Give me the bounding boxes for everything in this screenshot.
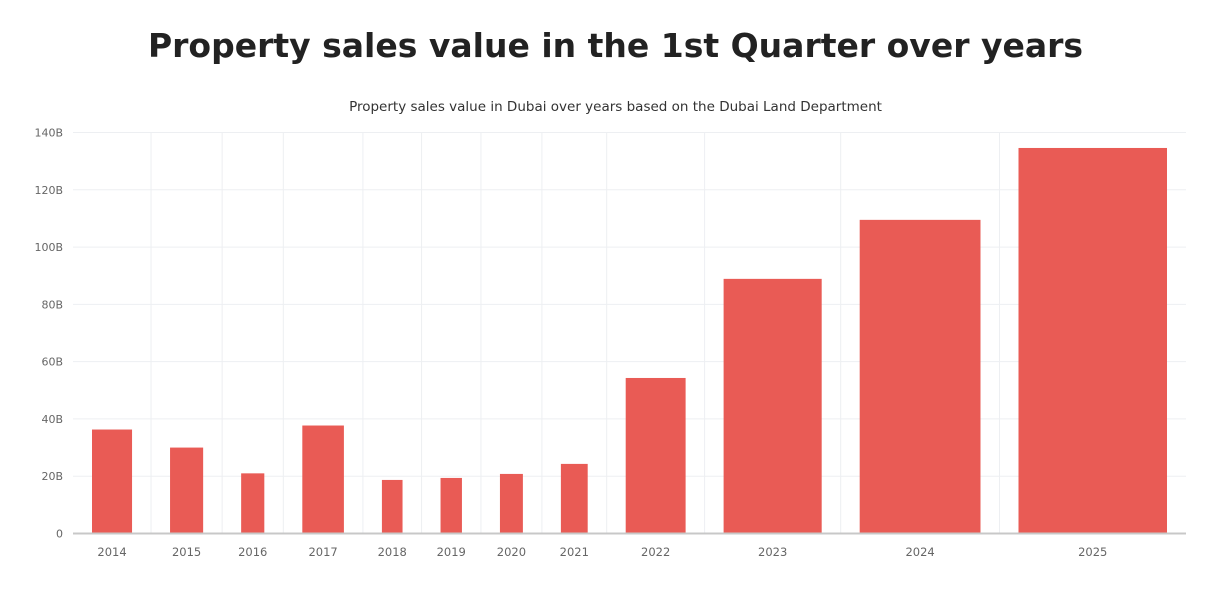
bar-2017[interactable] [302, 425, 344, 534]
axes: 0 20B 40B 60B 80B 100B 120B 140B 2014 2015 2016 201… [34, 127, 1186, 559]
bar-2021[interactable] [560, 463, 588, 534]
x-tick-label: 2020 [497, 545, 526, 559]
bar-2014[interactable] [92, 429, 133, 534]
bar-2022[interactable] [625, 377, 686, 534]
y-tick-label: 140B [34, 127, 63, 140]
x-tick-label: 2022 [641, 545, 670, 559]
x-tick-label: 2021 [560, 545, 589, 559]
x-tick-label: 2015 [172, 545, 201, 559]
bars [92, 147, 1167, 534]
y-tick-label: 0 [56, 528, 63, 541]
y-tick-label: 80B [41, 298, 63, 311]
bar-2016[interactable] [241, 473, 265, 534]
x-tick-label: 2019 [437, 545, 466, 559]
bar-2025[interactable] [1018, 147, 1167, 534]
y-tick-label: 20B [41, 470, 63, 483]
chart-title: Property sales value in the 1st Quarter … [147, 26, 1084, 65]
x-tick-label: 2016 [238, 545, 267, 559]
x-tick-label: 2018 [378, 545, 407, 559]
bar-2018[interactable] [381, 479, 403, 534]
bar-2019[interactable] [440, 477, 462, 534]
bar-2020[interactable] [499, 473, 523, 534]
x-tick-label: 2014 [97, 545, 126, 559]
y-tick-label: 60B [41, 356, 63, 369]
y-tick-label: 120B [34, 184, 63, 197]
x-tick-label: 2025 [1078, 545, 1107, 559]
x-tick-label: 2023 [758, 545, 787, 559]
x-tick-label: 2017 [308, 545, 337, 559]
x-tick-label: 2024 [905, 545, 934, 559]
bar-2023[interactable] [723, 278, 822, 534]
y-tick-label: 100B [34, 241, 63, 254]
bar-2024[interactable] [859, 219, 981, 534]
chart-subtitle: Property sales value in Dubai over years… [349, 99, 882, 115]
y-tick-label: 40B [41, 413, 63, 426]
bar-2015[interactable] [170, 447, 204, 534]
